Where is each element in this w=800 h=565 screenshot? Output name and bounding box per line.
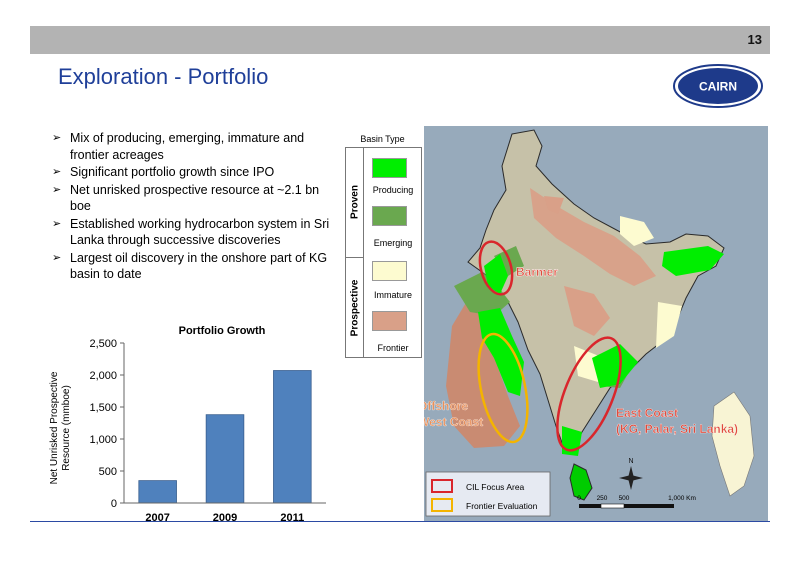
key-frontier-label: Frontier Evaluation [466,501,538,511]
chart-bar-2011 [273,370,312,504]
chart-ytick-label: 500 [99,466,117,478]
compass-icon: N [619,458,643,490]
basin-type-legend: Basin Type Proven Prospective Producing … [341,134,424,359]
producing-basin [662,246,724,276]
svg-text:1,000 Km: 1,000 Km [668,495,696,502]
legend-swatch-immature [372,261,407,281]
producing-basin [592,344,638,388]
svg-text:250: 250 [597,495,608,502]
frontier-basin [446,296,520,448]
page-title: Exploration - Portfolio [58,64,269,89]
key-focus-swatch [431,479,453,493]
legend-group-proven: Proven [345,147,364,257]
immature-basin [656,302,682,348]
legend-group-label: Prospective [349,279,360,337]
bullet-item: ➢ Largest oil discovery in the onshore pa… [52,250,337,283]
legend-label-emerging: Emerging [373,238,413,248]
key-frontier-swatch [431,498,453,512]
svg-text:0: 0 [577,495,581,502]
producing-basin [484,254,508,294]
arrow-bullet-icon: ➢ [52,251,62,264]
portfolio-growth-chart: Portfolio Growth Net Unrisked Prospectiv… [49,325,326,524]
immature-basin [620,216,654,246]
legend-label-producing: Producing [372,185,414,195]
cairn-logo: CAIRN [673,64,763,108]
label-east-coast: East Coast [616,406,678,420]
svg-text:N: N [628,458,633,465]
sri-lanka [569,463,593,501]
bullet-item: ➢ Mix of producing, emerging, immature an… [52,130,337,163]
legend-swatch-frontier [372,311,407,331]
chart-title: Portfolio Growth [179,325,266,337]
legend-swatch-emerging [372,206,407,226]
bullet-item: ➢ Established working hydrocarbon system … [52,216,337,249]
arrow-bullet-icon: ➢ [52,166,62,178]
bullet-text: Established working hydrocarbon system i… [70,216,330,248]
legend-label-immature: Immature [373,290,412,300]
label-east-coast-detail: (KG, Palar, Sri Lanka) [616,422,738,436]
bullet-text: Significant portfolio growth since IPO [70,165,275,179]
chart-xtick-label: 2009 [213,512,237,524]
bullet-text: Largest oil discovery in the onshore par… [70,250,328,282]
chart-bar-2009 [205,414,245,504]
chart-ylabel-line1: Net Unrisked Prospective [49,371,60,484]
focus-area-barmer [478,240,514,296]
legend-header: Basin Type [360,134,405,144]
page-number: 13 [747,32,762,47]
producing-basin [478,308,524,396]
logo-text: CAIRN [699,80,737,94]
india-basin-map: Barmer Offshore West Coast East Coast (K… [424,126,768,521]
chart-xtick-label: 2007 [145,512,169,524]
frontier-basin [530,188,656,286]
legend-label-frontier: Frontier [377,343,409,353]
chart-ylabel-line2: Resource (mmboe) [61,385,72,471]
label-west-coast: West Coast [424,415,483,429]
header-bar: 13 [30,26,770,54]
bullet-text: Mix of producing, emerging, immature and… [70,131,305,162]
chart-ytick-label: 1,000 [89,434,117,446]
bullet-item: ➢ Significant portfolio growth since IPO [52,164,337,181]
chart-ytick-label: 1,500 [89,402,117,414]
bullet-item: ➢ Net unrisked prospective resource at ~2… [52,182,337,215]
legend-group-prospective: Prospective [345,257,364,358]
bullet-list: ➢ Mix of producing, emerging, immature an… [52,130,337,284]
chart-bar-2007 [138,480,177,504]
label-barmer: Barmer [516,265,558,279]
emerging-basin [454,272,510,316]
arrow-bullet-icon: ➢ [52,217,62,230]
frontier-basin [711,391,755,497]
chart-ytick-label: 0 [111,498,117,510]
frontier-area-west-coast [477,332,529,444]
key-focus-label: CIL Focus Area [466,482,525,492]
chart-ytick-label: 2,000 [89,370,117,382]
chart-ytick-label: 2,500 [89,338,117,350]
frontier-basin [564,286,610,336]
scale-bar: 0 250 500 1,000 Km [577,495,696,509]
focus-area-east-coast [556,336,622,452]
chart-xtick-label: 2011 [280,512,304,524]
svg-text:500: 500 [619,495,630,502]
frontier-basin [544,196,564,214]
label-offshore: Offshore [424,399,468,413]
arrow-bullet-icon: ➢ [52,183,62,196]
legend-swatch-producing [372,158,407,178]
footer-line [30,521,770,522]
bullet-text: Net unrisked prospective resource at ~2.… [70,182,320,214]
arrow-bullet-icon: ➢ [52,132,62,144]
legend-group-label: Proven [349,185,360,219]
